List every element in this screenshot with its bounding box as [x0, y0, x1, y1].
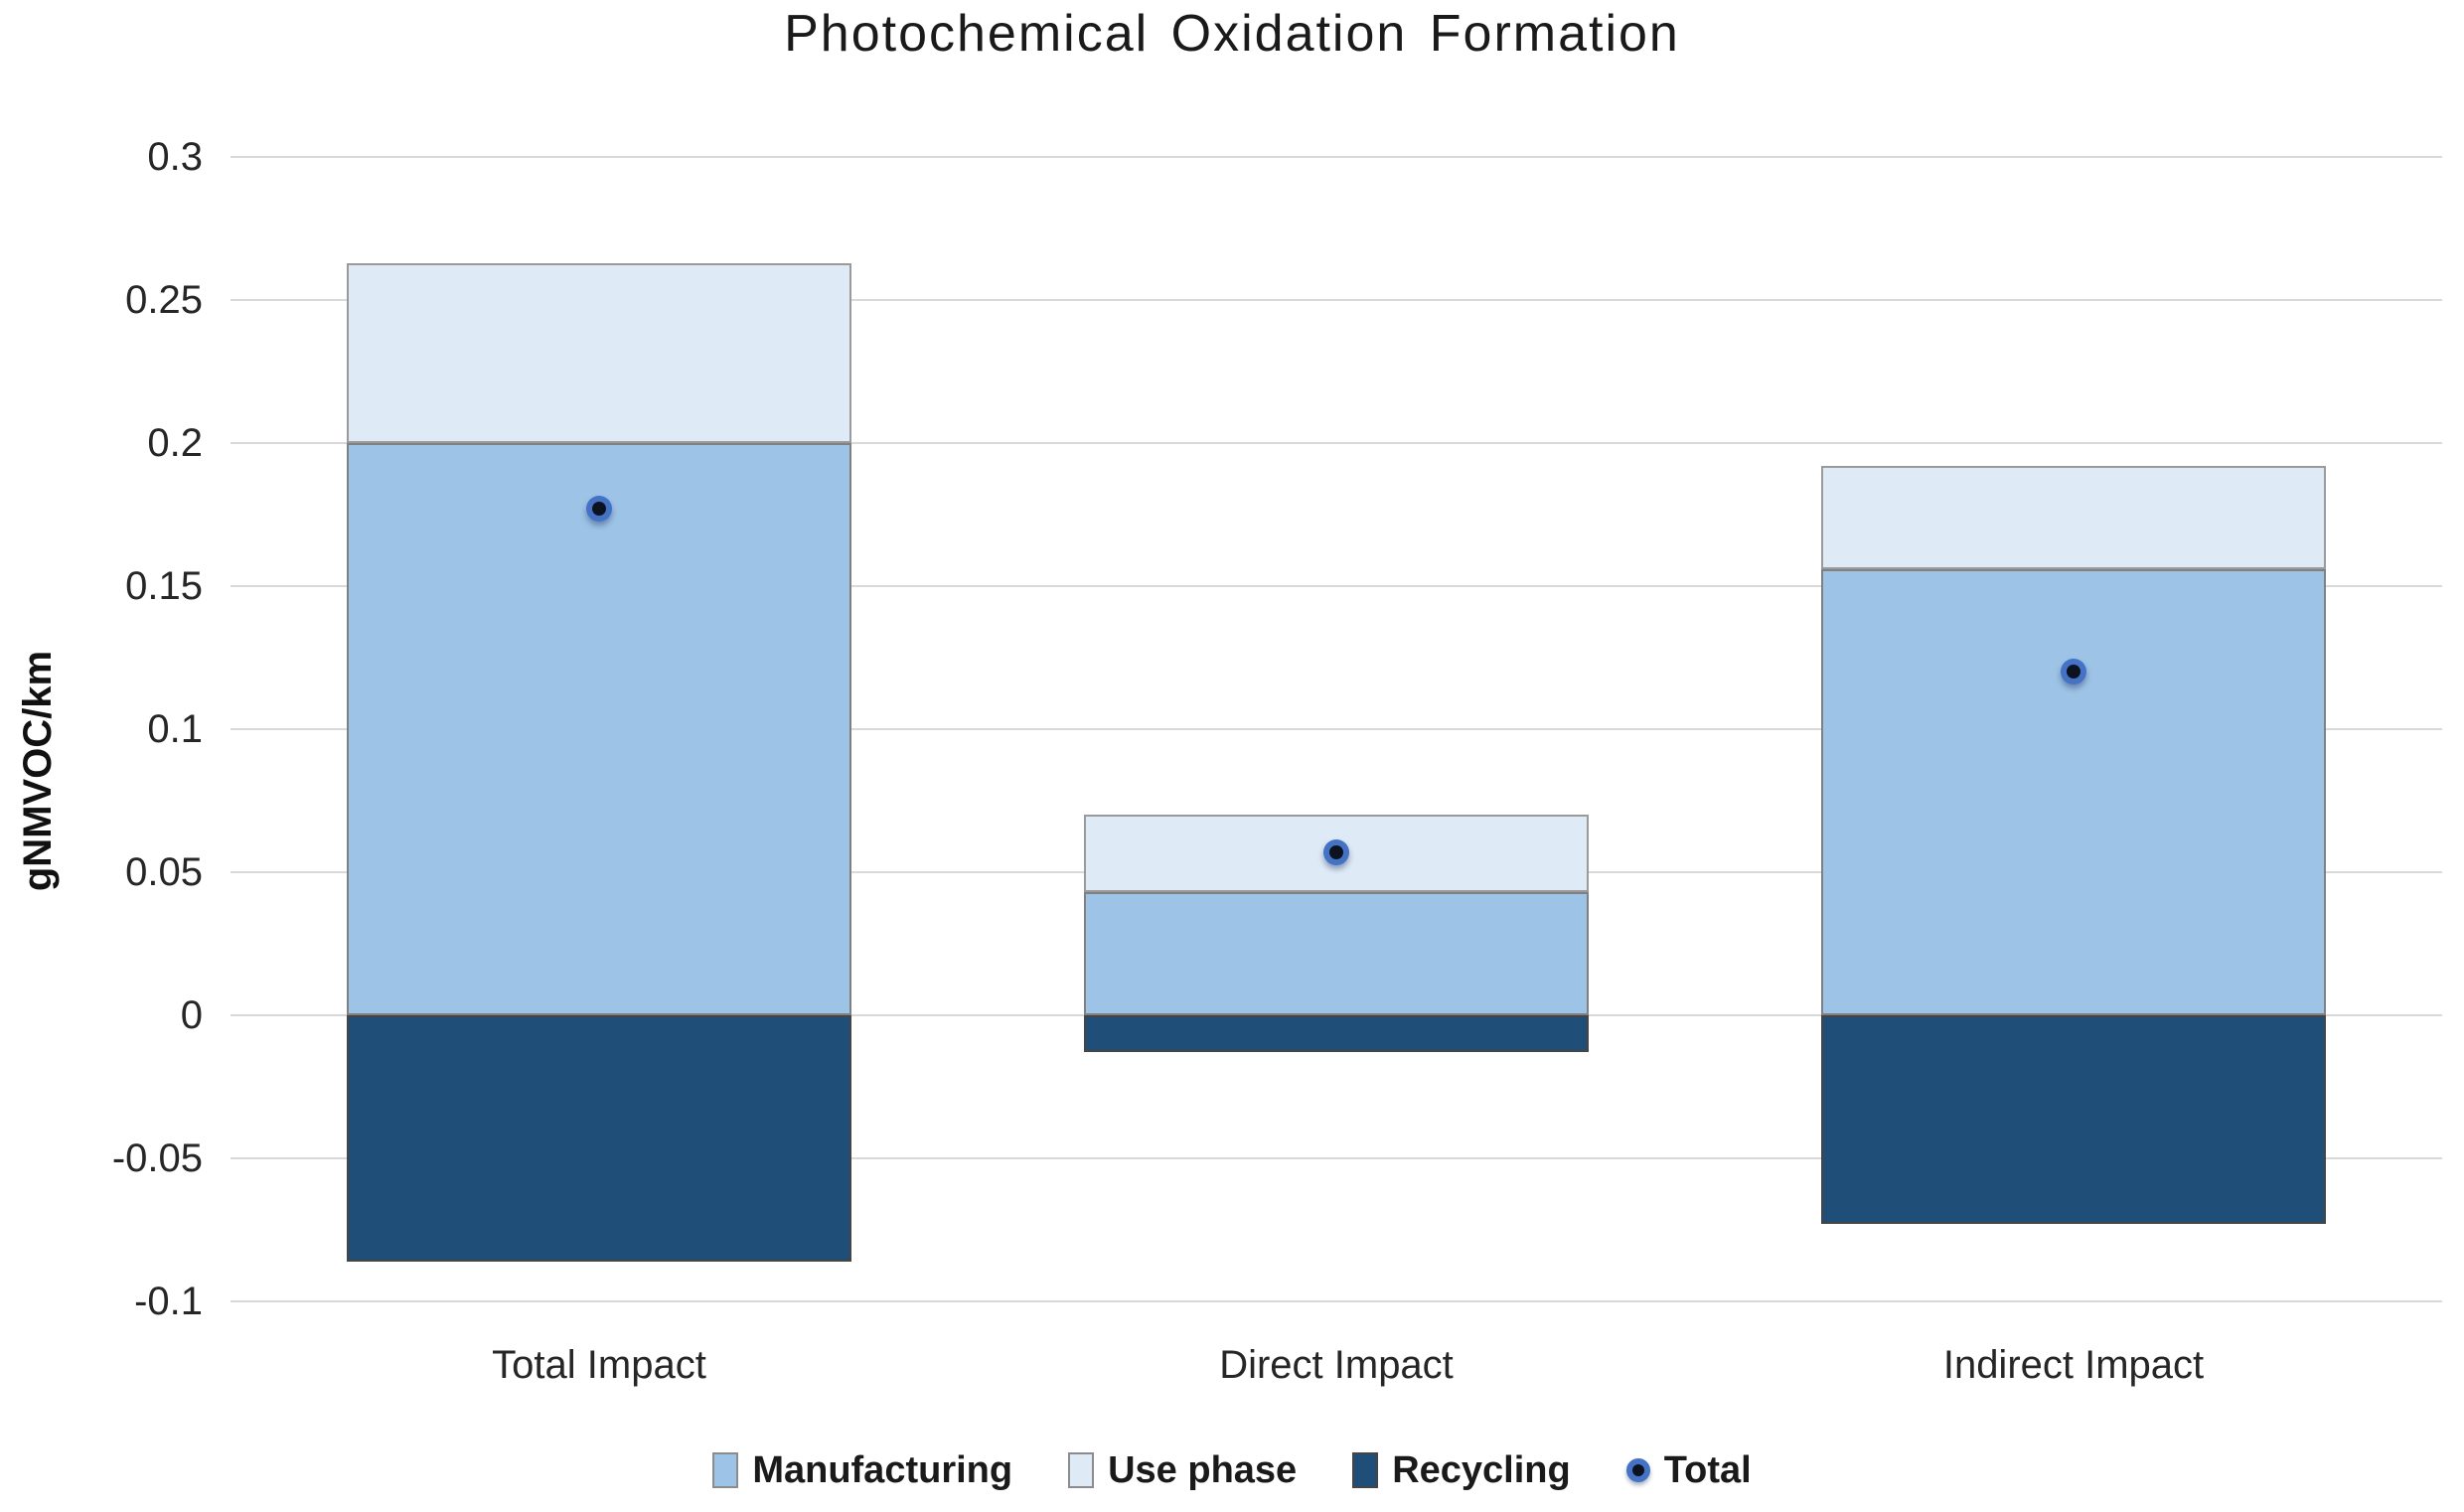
legend-label: Total — [1663, 1448, 1752, 1491]
total-point-marker — [586, 496, 612, 522]
legend-label: Use phase — [1108, 1448, 1298, 1491]
total-point-marker — [1323, 839, 1349, 865]
gridline — [231, 156, 2442, 158]
manufacturing-swatch-icon — [712, 1452, 739, 1488]
legend-label: Recycling — [1392, 1448, 1571, 1491]
category-label: Indirect Impact — [1942, 1343, 2205, 1387]
total-point-marker — [2061, 659, 2086, 684]
y-tick-label: 0.15 — [125, 564, 203, 608]
plot-area — [231, 156, 2442, 1302]
bar-segment-use-phase — [1821, 466, 2326, 569]
y-tick-label: 0.25 — [125, 278, 203, 322]
legend-item-total: Total — [1625, 1448, 1752, 1492]
total-marker-icon — [1625, 1458, 1650, 1482]
recycling-swatch-icon — [1352, 1452, 1379, 1488]
y-tick-label: 0.2 — [147, 421, 203, 465]
legend-label: Manufacturing — [752, 1448, 1013, 1491]
gridline — [231, 299, 2442, 301]
chart-title: Photochemical Oxidation Formation — [784, 5, 1680, 63]
legend-item-use-phase: Use phase — [1068, 1449, 1297, 1492]
legend-item-manufacturing: Manufacturing — [712, 1449, 1012, 1492]
category-label: Direct Impact — [1219, 1343, 1454, 1387]
bar-segment-use-phase — [347, 263, 851, 443]
y-tick-label: -0.1 — [134, 1280, 203, 1323]
y-tick-label: 0.1 — [147, 707, 203, 751]
bar-segment-recycling — [1821, 1015, 2326, 1224]
use-phase-swatch-icon — [1068, 1452, 1095, 1488]
bar-segment-manufacturing — [1084, 892, 1589, 1015]
gridline — [231, 585, 2442, 587]
gridline — [231, 1157, 2442, 1159]
y-tick-label: 0.05 — [125, 850, 203, 894]
bar-segment-recycling — [1084, 1015, 1589, 1052]
bar-segment-manufacturing — [1821, 569, 2326, 1015]
gridline — [231, 1300, 2442, 1302]
category-label: Total Impact — [492, 1343, 706, 1387]
gridline — [231, 728, 2442, 730]
legend-item-recycling: Recycling — [1352, 1449, 1571, 1492]
gridline — [231, 442, 2442, 444]
bar-segment-recycling — [347, 1015, 851, 1262]
legend: Manufacturing Use phase Recycling Total — [0, 1435, 2464, 1506]
y-tick-label: 0.3 — [147, 135, 203, 179]
y-tick-label: 0 — [180, 993, 203, 1037]
y-axis-title: gNMVOC/km — [16, 650, 60, 892]
bar-segment-manufacturing — [347, 443, 851, 1015]
y-tick-label: -0.05 — [111, 1136, 203, 1180]
